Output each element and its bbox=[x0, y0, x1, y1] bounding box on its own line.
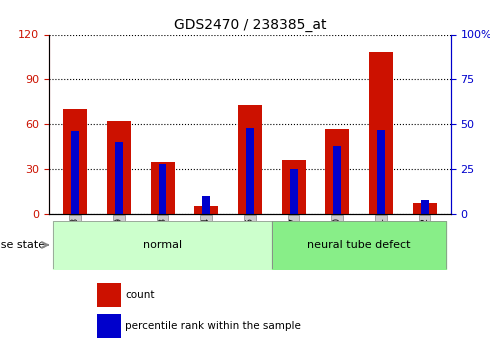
Bar bbox=[369, 52, 393, 214]
Bar bbox=[290, 169, 297, 214]
Text: percentile rank within the sample: percentile rank within the sample bbox=[125, 321, 301, 331]
Bar bbox=[97, 283, 122, 307]
Bar bbox=[282, 160, 306, 214]
Bar bbox=[97, 314, 122, 338]
Bar bbox=[238, 105, 262, 214]
Bar bbox=[202, 196, 210, 214]
Bar bbox=[325, 129, 349, 214]
Text: disease state: disease state bbox=[0, 240, 45, 250]
Bar bbox=[159, 164, 167, 214]
Text: neural tube defect: neural tube defect bbox=[307, 240, 411, 250]
Bar bbox=[420, 199, 429, 214]
Text: count: count bbox=[125, 290, 155, 299]
Bar bbox=[63, 109, 87, 214]
Bar bbox=[246, 128, 254, 214]
Bar bbox=[413, 204, 437, 214]
Bar bbox=[71, 131, 79, 214]
Title: GDS2470 / 238385_at: GDS2470 / 238385_at bbox=[173, 18, 326, 32]
Bar bbox=[107, 121, 131, 214]
Bar bbox=[115, 142, 123, 214]
Bar bbox=[150, 161, 174, 214]
Bar bbox=[194, 206, 218, 214]
Text: normal: normal bbox=[143, 240, 182, 250]
Bar bbox=[377, 130, 385, 214]
Bar bbox=[333, 146, 341, 214]
